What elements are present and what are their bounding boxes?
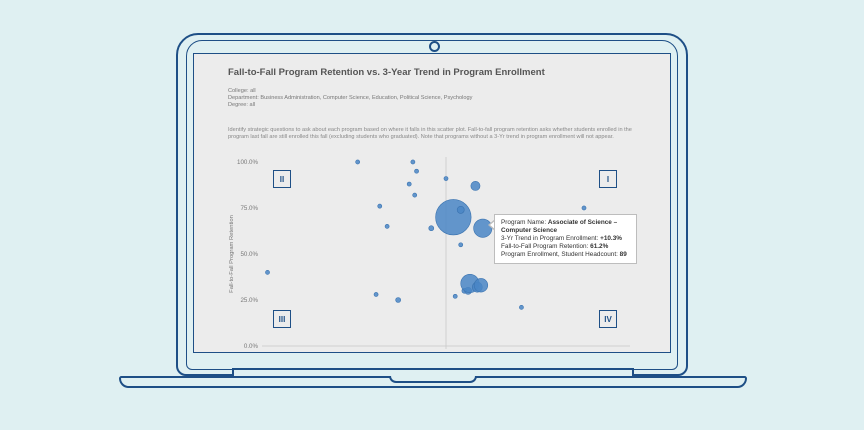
tooltip-program-name: Program Name: Associate of Science – Com… — [501, 219, 618, 234]
data-point[interactable] — [265, 270, 270, 275]
data-point[interactable] — [412, 192, 418, 198]
data-point[interactable] — [428, 225, 435, 232]
y-tick-label: 50.0% — [240, 251, 258, 258]
quadrant-iii-label: III — [273, 310, 291, 328]
data-point[interactable] — [452, 293, 458, 299]
data-point[interactable] — [384, 224, 390, 229]
data-point[interactable] — [581, 205, 587, 211]
dashboard-screen: Fall-to-Fall Program Retention vs. 3-Yea… — [193, 53, 671, 353]
data-point[interactable] — [410, 159, 416, 165]
data-point[interactable] — [435, 199, 472, 236]
laptop-hinge — [232, 368, 634, 376]
quadrant-i-label: I — [599, 170, 617, 188]
department-filter[interactable]: Department: Business Administration, Com… — [228, 95, 473, 101]
tooltip-headcount: Program Enrollment, Student Headcount: 8… — [501, 251, 627, 258]
camera-icon — [429, 41, 440, 52]
data-point[interactable] — [473, 278, 489, 293]
data-point[interactable] — [395, 297, 401, 303]
degree-filter[interactable]: Degree: all — [228, 102, 256, 108]
quadrant-iv-label: IV — [599, 310, 617, 328]
y-tick-label: 25.0% — [240, 297, 258, 304]
data-point[interactable] — [470, 181, 481, 191]
laptop-trackpad-notch — [389, 376, 477, 383]
quadrant-ii-label: II — [273, 170, 291, 188]
data-point[interactable] — [456, 205, 465, 214]
data-point[interactable] — [377, 203, 383, 209]
y-tick-label: 0.0% — [244, 343, 259, 350]
y-axis-label: Fall-to-Fall Program Retention — [229, 215, 235, 293]
tooltip-pointer-fill — [490, 220, 496, 230]
chart-description: Identify strategic questions to ask abou… — [228, 127, 632, 140]
tooltip-trend: 3-Yr Trend in Program Enrollment: +10.3% — [501, 235, 622, 242]
data-tooltip: Program Name: Associate of Science – Com… — [494, 214, 637, 264]
y-tick-label: 100.0% — [237, 159, 258, 166]
data-point[interactable] — [355, 159, 361, 165]
data-point[interactable] — [519, 305, 524, 310]
data-point[interactable] — [373, 292, 379, 297]
scatter-chart[interactable]: 100.0% 75.0% 50.0% 25.0% 0.0% Fall-to-Fall Pr… — [194, 54, 671, 353]
data-point[interactable] — [443, 176, 449, 181]
y-tick-label: 75.0% — [240, 205, 258, 212]
college-filter[interactable]: College: all — [228, 88, 256, 94]
data-point[interactable] — [414, 168, 419, 174]
data-point[interactable] — [406, 181, 412, 187]
tooltip-retention: Fall-to-Fall Program Retention: 61.2% — [501, 243, 609, 250]
page-title: Fall-to-Fall Program Retention vs. 3-Yea… — [228, 67, 545, 78]
data-point[interactable] — [458, 242, 464, 248]
